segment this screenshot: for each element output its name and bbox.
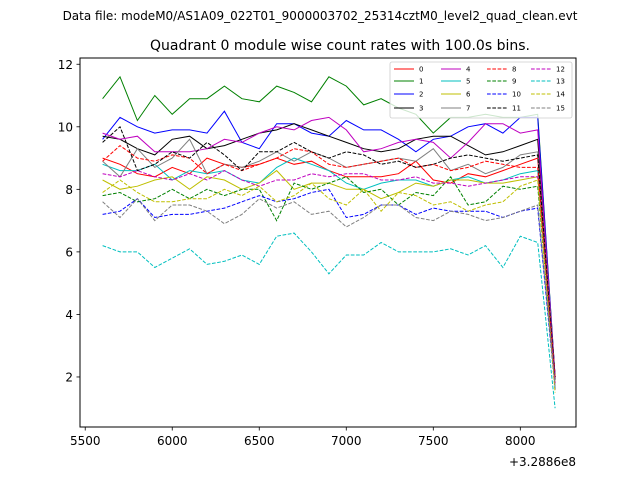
legend-label-12: 12 bbox=[556, 66, 565, 74]
y-tick-label: 8 bbox=[65, 183, 73, 197]
y-axis: 2 4 6 8 10 12 bbox=[58, 58, 80, 384]
legend-label-0: 0 bbox=[419, 66, 423, 74]
legend-label-3: 3 bbox=[419, 105, 423, 113]
legend-label-13: 13 bbox=[556, 78, 565, 86]
series-line-12 bbox=[102, 170, 556, 384]
chart-title: Quadrant 0 module wise count rates with … bbox=[150, 38, 530, 54]
x-tick-label: 6000 bbox=[157, 434, 188, 448]
x-tick-label: 5500 bbox=[70, 434, 101, 448]
x-tick-label: 7500 bbox=[418, 434, 449, 448]
series-line-15 bbox=[102, 197, 556, 387]
legend-label-4: 4 bbox=[466, 66, 471, 74]
legend-label-2: 2 bbox=[419, 91, 423, 99]
legend-label-10: 10 bbox=[512, 91, 521, 99]
series-line-5 bbox=[102, 157, 556, 390]
x-tick-label: 8000 bbox=[505, 434, 536, 448]
figure-suptitle: Data file: modeM0/AS1A09_022T01_90000037… bbox=[63, 9, 578, 23]
legend-label-8: 8 bbox=[512, 66, 516, 74]
y-tick-label: 2 bbox=[65, 370, 73, 384]
x-tick-label: 7000 bbox=[331, 434, 362, 448]
y-tick-label: 4 bbox=[65, 308, 73, 322]
legend-label-15: 15 bbox=[556, 105, 565, 113]
x-axis-offset-label: +3.2886e8 bbox=[509, 455, 576, 469]
series-line-8 bbox=[102, 144, 556, 378]
series-line-10 bbox=[102, 188, 556, 390]
legend-label-7: 7 bbox=[466, 105, 470, 113]
y-tick-label: 12 bbox=[58, 58, 73, 72]
series-line-9 bbox=[102, 175, 556, 384]
series-line-14 bbox=[102, 179, 556, 393]
series-line-13 bbox=[102, 232, 556, 409]
series-layer bbox=[102, 75, 556, 409]
legend-label-11: 11 bbox=[512, 105, 521, 113]
legend-label-5: 5 bbox=[466, 78, 470, 86]
x-axis: 5500 6000 6500 7000 7500 8000 bbox=[70, 427, 536, 448]
y-tick-label: 10 bbox=[58, 120, 73, 134]
legend-label-1: 1 bbox=[419, 78, 423, 86]
legend-label-14: 14 bbox=[556, 91, 565, 99]
y-tick-label: 6 bbox=[65, 245, 73, 259]
series-line-11 bbox=[102, 125, 556, 381]
legend-label-9: 9 bbox=[512, 78, 516, 86]
legend-frame bbox=[389, 61, 573, 119]
axes-frame bbox=[79, 57, 577, 428]
x-tick-label: 6500 bbox=[244, 434, 275, 448]
series-line-3 bbox=[102, 123, 556, 378]
legend-label-6: 6 bbox=[466, 91, 471, 99]
